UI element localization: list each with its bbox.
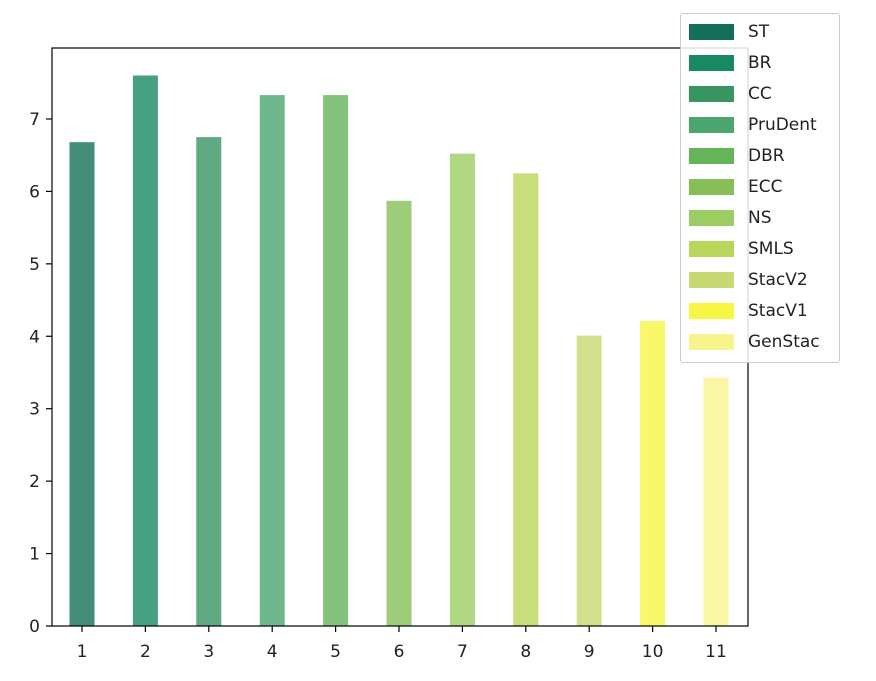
legend-item: PruDent [689,115,817,135]
bar-GenStac [703,377,729,626]
legend-swatch [689,148,734,164]
legend-swatch [689,334,734,350]
x-tick-label: 7 [457,642,468,662]
legend: ST BR CC PruDent DBR ECC NS SMLS StacV2 StacV1 Gen… [680,13,840,363]
legend-item: NS [689,208,772,228]
bar-StacV2 [576,335,602,626]
x-tick-label: 10 [642,642,664,662]
legend-label: SMLS [748,239,794,259]
legend-label: StacV1 [748,301,808,321]
legend-item: SMLS [689,239,794,259]
legend-label: NS [748,208,772,228]
x-tick-label: 9 [584,642,595,662]
bar-BR [132,75,158,626]
legend-item: BR [689,53,771,73]
x-tick-label: 11 [705,642,727,662]
legend-label: PruDent [748,115,817,135]
legend-label: StacV2 [748,270,808,290]
x-tick-label: 1 [77,642,88,662]
x-axis: 1 2 3 4 5 6 7 8 9 10 11 [77,626,727,662]
legend-swatch [689,86,734,102]
legend-label: ST [748,22,770,42]
x-tick-label: 6 [394,642,405,662]
legend-label: CC [748,84,772,104]
y-tick-label: 2 [29,472,40,492]
y-tick-label: 1 [29,545,40,565]
y-tick-label: 0 [29,617,40,637]
legend-item: StacV1 [689,301,808,321]
legend-swatch [689,241,734,257]
legend-label: BR [748,53,772,73]
x-tick-label: 3 [203,642,214,662]
y-tick-label: 6 [29,182,40,202]
x-tick-label: 2 [140,642,151,662]
legend-label: ECC [748,177,783,197]
x-tick-label: 8 [520,642,531,662]
bar-PruDent [259,95,285,627]
legend-item: ST [689,22,769,42]
legend-item: ECC [689,177,782,197]
legend-swatch [689,24,734,40]
x-tick-label: 5 [330,642,341,662]
y-tick-label: 3 [29,400,40,420]
bar-CC [196,137,222,626]
bar-ECC [386,200,412,627]
bars-layer [69,75,729,627]
legend-item: GenStac [689,332,820,352]
bar-ST [69,142,95,626]
y-tick-label: 5 [29,255,40,275]
legend-label: DBR [748,146,785,166]
legend-swatch [689,272,734,288]
bar-NS [449,153,475,626]
legend-swatch [689,303,734,319]
legend-label: GenStac [748,332,820,352]
bar-DBR [323,95,349,627]
bar-StacV1 [640,321,666,626]
legend-item: StacV2 [689,270,808,290]
y-axis: 0 1 2 3 4 5 6 7 [29,110,52,637]
bar-SMLS [513,173,539,627]
y-tick-label: 4 [29,327,40,347]
legend-swatch [689,117,734,133]
y-tick-label: 7 [29,110,40,130]
legend-item: CC [689,84,772,104]
x-tick-label: 4 [267,642,278,662]
legend-swatch [689,179,734,195]
legend-swatch [689,55,734,71]
legend-item: DBR [689,146,785,166]
legend-swatch [689,210,734,226]
